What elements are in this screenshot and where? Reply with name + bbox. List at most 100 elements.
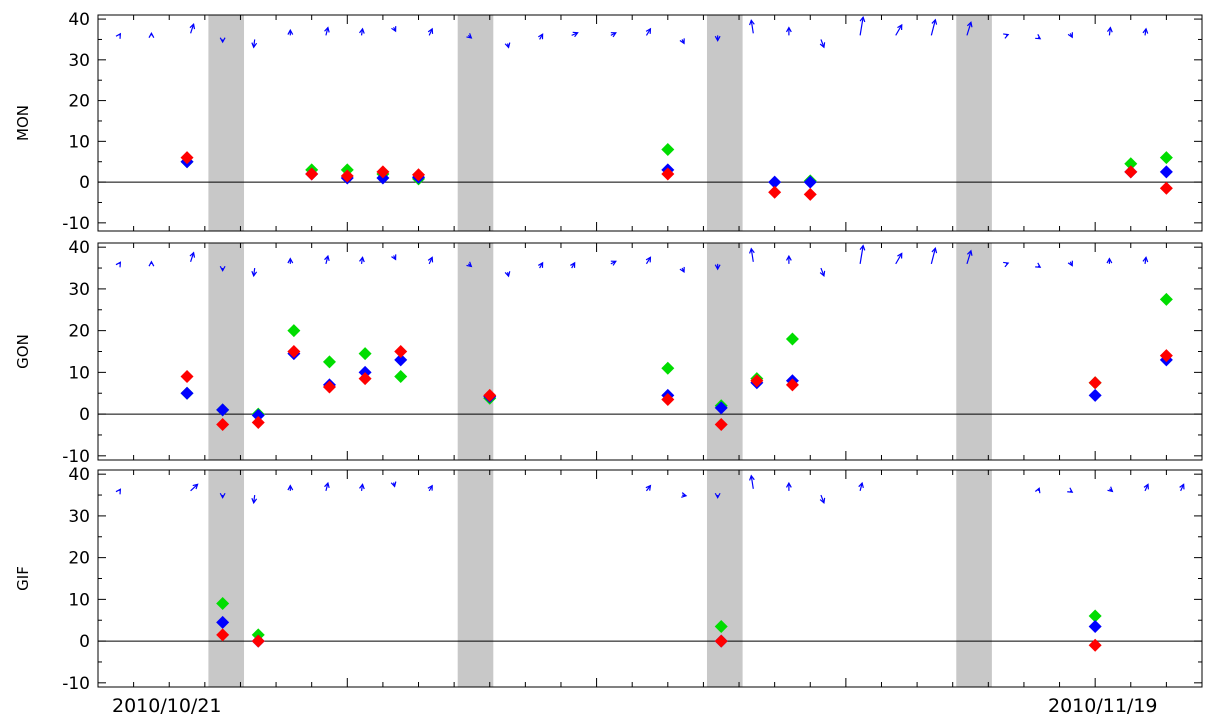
wind-arrow [189, 251, 196, 262]
data-point-blue [216, 615, 230, 629]
data-point-green [287, 324, 301, 338]
wind-arrow [1035, 34, 1042, 40]
data-point-red [394, 345, 408, 358]
data-point-green [358, 347, 372, 361]
wind-arrow [785, 26, 792, 36]
data-point-green [1124, 157, 1138, 171]
wind-arrow [466, 33, 473, 39]
wind-arrow [645, 27, 652, 36]
wind-arrow [324, 254, 330, 265]
y-tick-label: 30 [68, 507, 90, 527]
wind-arrow [251, 267, 258, 278]
y-tick-label: 40 [68, 465, 90, 485]
data-point-red [1159, 181, 1173, 195]
data-point-red [714, 418, 728, 432]
panel-label: GON [14, 334, 32, 369]
data-point-blue [1088, 388, 1102, 402]
wind-arrow [359, 256, 365, 264]
wind-arrow [859, 244, 866, 264]
y-tick-label: 40 [68, 238, 90, 258]
wind-arrow [287, 484, 294, 491]
wind-arrow [427, 27, 434, 36]
y-tick-label: 20 [68, 322, 90, 342]
wind-arrow [858, 481, 864, 492]
wind-arrow [251, 39, 258, 49]
data-point-red [1159, 349, 1173, 363]
plot-area [98, 243, 1202, 460]
start-date-label: 2010/10/21 [112, 695, 222, 717]
wind-arrow [287, 257, 294, 264]
data-point-red [661, 167, 675, 181]
wind-arrow [610, 260, 617, 266]
gray-band [706, 470, 743, 687]
data-point-red [358, 372, 372, 386]
data-point-red [750, 374, 764, 388]
y-tick-label: 0 [79, 632, 90, 652]
data-point-blue [1088, 619, 1102, 633]
wind-arrow [251, 494, 258, 505]
y-tick-label: 40 [68, 10, 90, 30]
wind-arrow [1142, 256, 1149, 264]
data-point-red [305, 167, 319, 181]
wind-arrow [148, 260, 155, 267]
wind-arrow [324, 26, 330, 36]
data-point-green [394, 370, 408, 384]
y-tick-label: 20 [68, 92, 90, 112]
panel-mon: -10 0 10 20 30 40 MON [14, 10, 1203, 234]
wind-arrow [679, 38, 685, 45]
data-point-red [287, 345, 301, 358]
plot-frame [97, 469, 1203, 688]
wind-arrow [819, 494, 826, 505]
wind-arrow [895, 252, 903, 265]
wind-arrow [785, 481, 792, 491]
data-point-green [661, 361, 675, 375]
data-point-red [785, 378, 799, 392]
gray-band [208, 15, 245, 231]
end-date-label: 2010/11/19 [1048, 695, 1158, 717]
data-point-red [1088, 376, 1102, 390]
plot-area [98, 15, 1202, 231]
data-point-blue [714, 401, 728, 415]
data-point-blue [803, 175, 817, 189]
wind-arrow [504, 42, 511, 49]
gray-band [706, 15, 743, 231]
wind-arrow [391, 254, 397, 261]
wind-arrow [1003, 33, 1010, 39]
panel-gif: -10 0 10 20 30 40 GIF [14, 465, 1203, 694]
wind-arrow [359, 27, 365, 36]
data-point-red [661, 392, 675, 406]
wind-arrow [1035, 262, 1042, 268]
y-tick-label: -10 [62, 214, 90, 234]
y-tick-label: -10 [62, 674, 90, 694]
wind-arrow [287, 28, 294, 36]
wind-arrow [859, 15, 866, 36]
data-point-green [1159, 151, 1173, 165]
wind-arrow [115, 261, 122, 268]
wind-arrow [714, 35, 721, 42]
wind-arrow [679, 266, 685, 274]
gray-band [457, 15, 494, 231]
y-tick-label: 30 [68, 51, 90, 71]
data-point-green [1159, 292, 1173, 306]
plot-area [98, 470, 1202, 687]
wind-arrow [714, 492, 721, 499]
wind-arrow [1003, 261, 1010, 268]
panels: -10 0 10 20 30 40 MON -10 0 10 20 30 40 GON -10 0 10 20 30… [14, 10, 1203, 694]
wind-arrow [819, 267, 826, 278]
gray-band [208, 470, 245, 687]
panel-label: MON [14, 105, 32, 141]
wind-arrow [427, 484, 433, 492]
plot-frame [97, 14, 1203, 232]
data-point-red [803, 187, 817, 201]
wind-arrow [148, 32, 155, 38]
data-point-blue [394, 353, 408, 367]
wind-arrow [391, 26, 397, 33]
wind-arrow [1106, 257, 1113, 264]
data-point-red [251, 634, 265, 648]
wind-arrow [966, 21, 973, 36]
wind-arrow [219, 37, 226, 44]
data-point-red [1124, 165, 1138, 179]
data-point-blue [216, 403, 230, 417]
y-tick-label: 30 [68, 280, 90, 300]
